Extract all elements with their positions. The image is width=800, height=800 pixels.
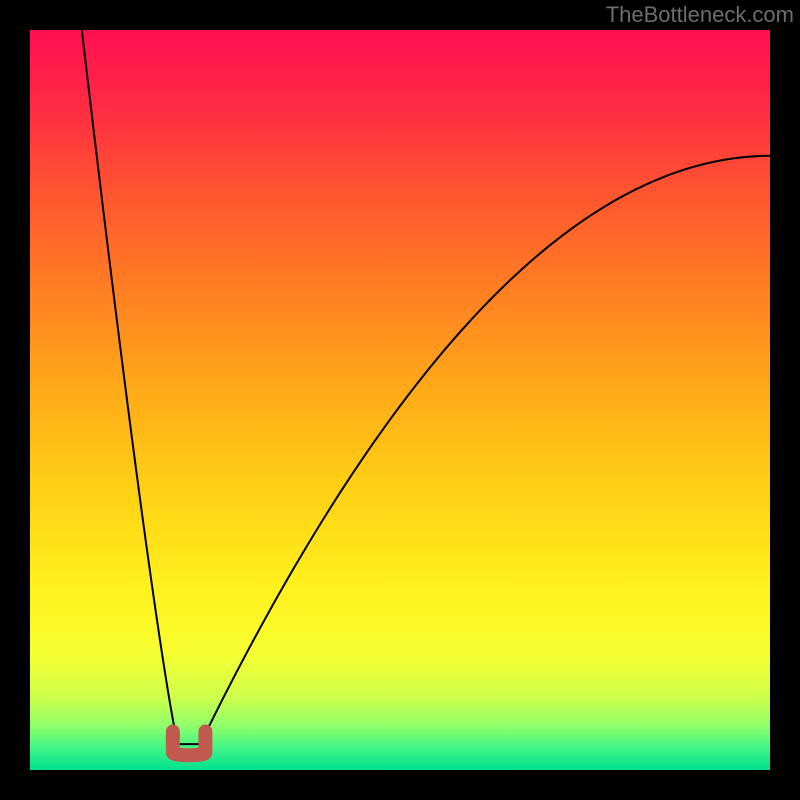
plot-background [30,30,770,770]
attribution-text: TheBottleneck.com [606,0,800,28]
chart-container: TheBottleneck.com [0,0,800,800]
bottleneck-chart [0,0,800,800]
